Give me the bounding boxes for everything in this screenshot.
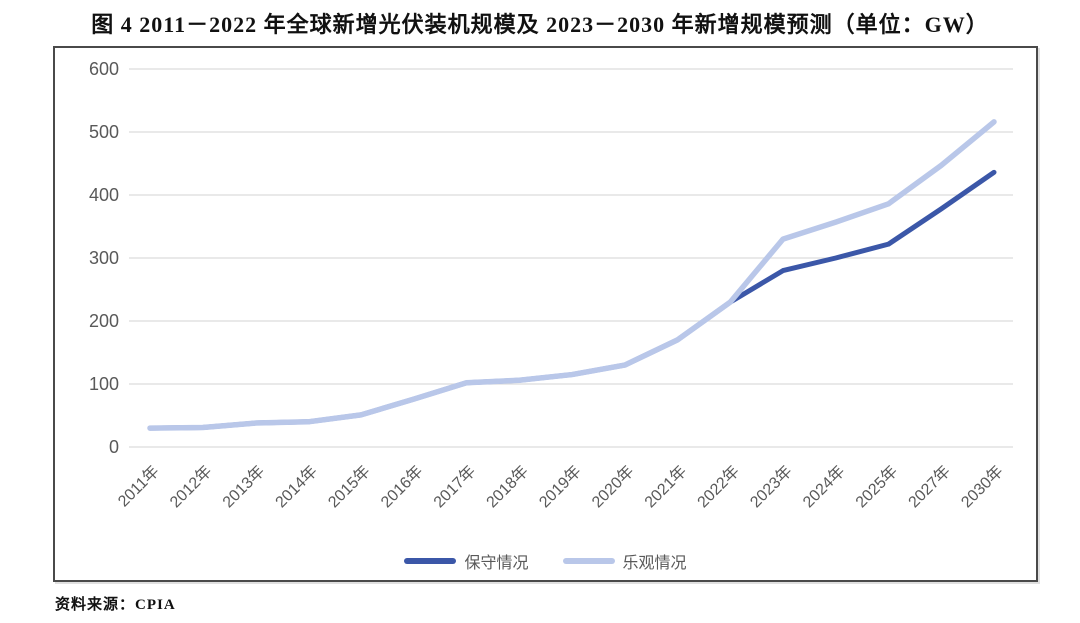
x-tick-label-14: 2025年 xyxy=(852,462,901,511)
chart-frame: 0 100 200 300 400 500 600 2011年 2012年 2013年 2014年 2… xyxy=(53,46,1038,582)
x-tick-label-10: 2021年 xyxy=(641,462,690,511)
figure-title: 图 4 2011－2022 年全球新增光伏装机规模及 2023－2030 年新增… xyxy=(91,12,989,37)
x-tick-label-13: 2024年 xyxy=(799,462,848,511)
x-tick-label-2: 2013年 xyxy=(219,462,268,511)
legend-line-swatch-1 xyxy=(562,558,615,564)
source-note: 资料来源：CPIA xyxy=(55,597,176,613)
x-tick-label-7: 2018年 xyxy=(483,462,532,511)
y-tick-label-0: 0 xyxy=(109,437,119,457)
x-tick-label-16: 2030年 xyxy=(958,462,1007,511)
x-tick-label-4: 2015年 xyxy=(325,462,374,511)
x-tick-label-1: 2012年 xyxy=(166,462,215,511)
y-tick-label-600: 600 xyxy=(89,59,119,79)
y-tick-label-100: 100 xyxy=(89,374,119,394)
y-tick-label-300: 300 xyxy=(89,248,119,268)
legend-label-1: 乐观情况 xyxy=(622,555,687,572)
y-tick-label-400: 400 xyxy=(89,185,119,205)
x-tick-label-3: 2014年 xyxy=(272,462,321,511)
x-tick-label-8: 2019年 xyxy=(536,462,585,511)
legend-line-swatch-0 xyxy=(404,558,457,564)
x-tick-label-9: 2020年 xyxy=(588,462,637,511)
legend-item-1: 乐观情况 xyxy=(562,549,687,573)
x-tick-label-0: 2011年 xyxy=(114,462,162,510)
chart-legend: 保守情况 乐观情况 xyxy=(55,549,1036,573)
legend-item-0: 保守情况 xyxy=(404,549,529,573)
y-tick-label-200: 200 xyxy=(89,311,119,331)
x-tick-label-12: 2023年 xyxy=(747,462,796,511)
x-tick-label-6: 2017年 xyxy=(430,462,479,511)
series-line-1 xyxy=(147,119,997,431)
legend-label-0: 保守情况 xyxy=(464,555,529,572)
x-tick-label-5: 2016年 xyxy=(377,462,426,511)
x-tick-label-15: 2027年 xyxy=(905,462,954,511)
y-tick-label-500: 500 xyxy=(89,122,119,142)
x-tick-label-11: 2022年 xyxy=(694,462,743,511)
